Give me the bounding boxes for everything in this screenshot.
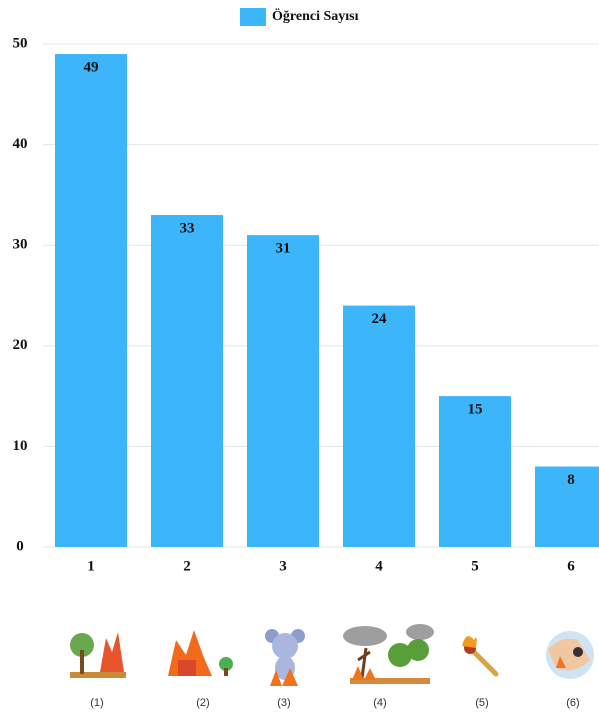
bar — [343, 305, 415, 547]
bar — [55, 54, 127, 548]
icon-match — [462, 636, 499, 677]
value-label: 49 — [84, 59, 99, 75]
icon-fire-house — [168, 630, 233, 676]
x-tick-label: 5 — [471, 558, 479, 574]
y-tick-label: 10 — [13, 438, 28, 454]
value-label: 31 — [276, 241, 291, 257]
legend-label: Öğrenci Sayısı — [272, 7, 359, 24]
icon-label: (5) — [475, 697, 488, 709]
x-tick-label: 3 — [279, 558, 287, 574]
icon-label: (4) — [373, 697, 386, 709]
icon-forest-fire — [70, 632, 126, 678]
icon-label: (1) — [90, 697, 103, 709]
y-tick-label: 40 — [13, 136, 28, 152]
x-tick-label: 1 — [87, 558, 95, 574]
icon-koala — [265, 629, 305, 686]
y-tick-label: 30 — [13, 237, 28, 253]
legend-swatch — [240, 8, 266, 26]
value-label: 24 — [372, 311, 388, 327]
value-label: 15 — [468, 402, 483, 418]
icons — [70, 624, 594, 686]
bar — [151, 215, 223, 547]
value-label: 33 — [180, 220, 195, 236]
bar — [247, 235, 319, 547]
icon-burning-trees — [343, 624, 434, 684]
y-tick-label: 50 — [13, 35, 28, 51]
value-label: 8 — [567, 472, 575, 488]
icon-label: (3) — [277, 697, 290, 709]
x-tick-label: 2 — [183, 558, 191, 574]
icon-hands — [546, 631, 594, 679]
x-tick-label: 4 — [375, 558, 383, 574]
bar — [439, 396, 511, 547]
y-tick-label: 0 — [16, 538, 24, 554]
x-tick-label: 6 — [567, 558, 575, 574]
bar — [535, 466, 599, 547]
icon-label: (6) — [566, 697, 579, 709]
y-tick-label: 20 — [13, 337, 28, 353]
icon-label: (2) — [196, 697, 209, 709]
